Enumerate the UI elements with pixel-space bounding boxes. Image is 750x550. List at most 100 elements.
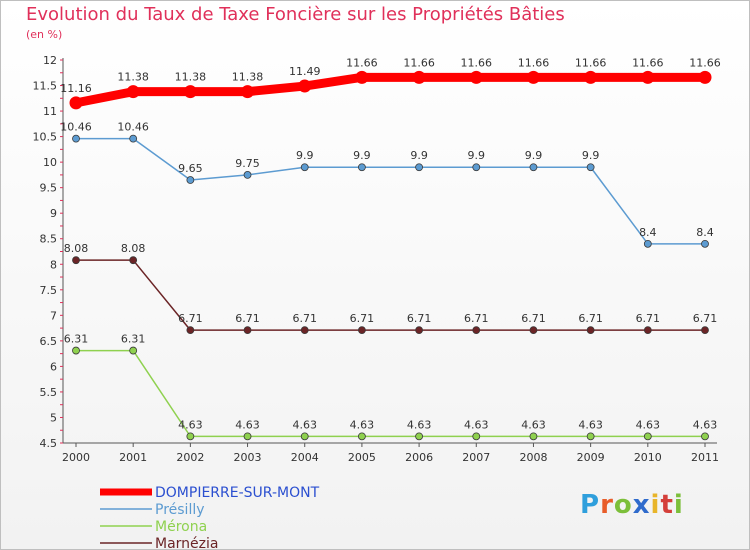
data-point — [72, 346, 80, 355]
data-label: 8.08 — [121, 242, 146, 255]
logo-letter: i — [673, 490, 684, 520]
data-point — [129, 256, 138, 265]
data-point — [472, 432, 481, 441]
data-point — [586, 326, 595, 335]
data-label: 10.46 — [60, 121, 92, 134]
data-label: 4.63 — [178, 418, 203, 431]
data-label: 6.71 — [407, 312, 432, 325]
logo-letter: i — [650, 490, 661, 520]
data-point — [415, 163, 423, 172]
data-label: 6.71 — [578, 312, 603, 325]
y-tick-label: 9.5 — [40, 182, 58, 195]
y-tick-label: 6 — [50, 360, 57, 373]
chart-title: Evolution du Taux de Taxe Foncière sur l… — [26, 4, 565, 25]
legend-label-1: Présilly — [155, 502, 205, 518]
logo-letter: o — [613, 490, 633, 520]
series-line-3 — [75, 259, 706, 331]
y-tick-label: 5.5 — [40, 386, 58, 399]
data-label: 6.31 — [121, 333, 146, 346]
legend-label-0: DOMPIERRE-SUR-MONT — [155, 485, 320, 501]
data-label: 11.16 — [60, 82, 92, 95]
series-line-1 — [75, 137, 706, 245]
logo-letter: r — [600, 490, 614, 520]
data-point — [129, 134, 138, 143]
data-label: 6.71 — [521, 312, 546, 325]
logo-letter: P — [580, 490, 601, 520]
data-label: 4.63 — [292, 418, 317, 431]
data-point — [412, 70, 426, 84]
data-point — [415, 326, 423, 335]
y-tick-label: 6.5 — [40, 335, 58, 348]
data-point — [701, 432, 709, 441]
x-tick-label: 2007 — [462, 451, 490, 464]
data-point — [584, 70, 598, 84]
data-point — [529, 432, 538, 441]
y-tick-label: 12 — [43, 54, 57, 67]
data-label: 8.08 — [64, 242, 89, 255]
data-point — [358, 326, 366, 335]
data-label: 6.71 — [693, 312, 718, 325]
data-label: 6.71 — [178, 312, 203, 325]
data-point — [698, 70, 712, 84]
series-line-2 — [75, 349, 706, 438]
data-point — [186, 432, 195, 441]
data-point — [641, 70, 655, 84]
data-label: 9.9 — [468, 149, 486, 162]
data-label: 11.66 — [689, 56, 721, 69]
data-label: 9.9 — [582, 149, 600, 162]
data-point — [129, 346, 138, 355]
data-point — [183, 85, 197, 99]
data-label: 9.65 — [178, 162, 203, 175]
data-label: 8.4 — [696, 226, 714, 239]
data-label: 9.9 — [353, 149, 371, 162]
legend-label-2: Mérona — [155, 519, 207, 535]
data-point — [526, 70, 540, 84]
data-point — [529, 326, 538, 335]
data-point — [701, 326, 709, 335]
data-point — [472, 163, 481, 172]
data-label: 6.71 — [464, 312, 489, 325]
y-tick-label: 8 — [50, 258, 57, 271]
data-point — [300, 163, 309, 172]
data-label: 4.63 — [464, 418, 489, 431]
data-label: 11.66 — [632, 56, 664, 69]
data-label: 11.66 — [346, 56, 378, 69]
data-point — [358, 432, 366, 441]
data-point — [72, 134, 80, 143]
x-tick-label: 2002 — [176, 451, 204, 464]
data-label: 6.71 — [636, 312, 661, 325]
data-label: 11.66 — [575, 56, 607, 69]
data-label: 6.71 — [292, 312, 317, 325]
y-tick-label: 11.5 — [33, 80, 58, 93]
y-tick-label: 9 — [50, 207, 57, 220]
data-label: 9.9 — [525, 149, 543, 162]
x-tick-label: 2008 — [519, 451, 547, 464]
data-point — [643, 326, 652, 335]
data-label: 9.9 — [296, 149, 314, 162]
data-label: 4.63 — [521, 418, 546, 431]
logo-letter: x — [632, 490, 651, 520]
data-point — [701, 239, 709, 248]
data-point — [358, 163, 366, 172]
y-tick-label: 7 — [50, 309, 57, 322]
proxiti-logo: Proxiti — [580, 490, 684, 520]
data-point — [415, 432, 423, 441]
data-label: 11.66 — [461, 56, 493, 69]
data-label: 9.9 — [410, 149, 428, 162]
data-point — [243, 326, 252, 335]
x-tick-label: 2005 — [348, 451, 376, 464]
x-tick-label: 2009 — [577, 451, 605, 464]
data-point — [586, 163, 595, 172]
data-label: 6.71 — [235, 312, 260, 325]
x-tick-label: 2003 — [234, 451, 262, 464]
y-axis-unit-label: (en %) — [26, 28, 63, 41]
y-tick-label: 4.5 — [40, 437, 58, 450]
data-point — [586, 432, 595, 441]
data-label: 4.63 — [578, 418, 603, 431]
data-point — [72, 256, 80, 265]
data-point — [300, 432, 309, 441]
series-line-0 — [71, 72, 710, 108]
data-label: 6.31 — [64, 333, 89, 346]
x-tick-label: 2006 — [405, 451, 433, 464]
